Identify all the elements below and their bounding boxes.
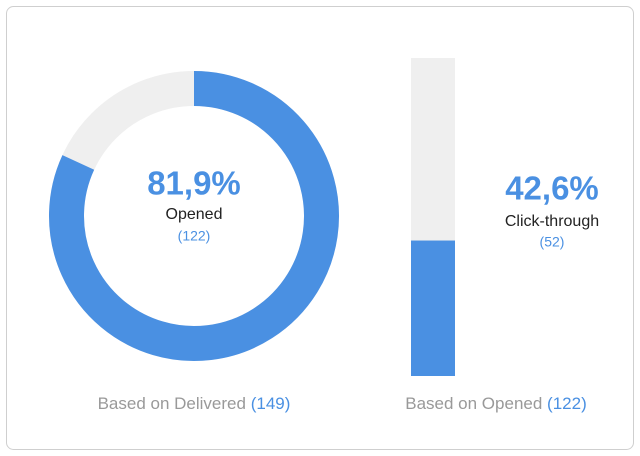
bar-value-label: 42,6% [505, 170, 599, 207]
basis-text: Based on Delivered [98, 394, 246, 413]
bar-basis: Based on Opened (122) [405, 394, 586, 413]
donut-arc [49, 71, 339, 361]
basis-count: (122) [547, 394, 587, 413]
donut-label: Opened [166, 206, 223, 223]
bar [411, 240, 455, 376]
donut-basis: Based on Delivered (149) [98, 394, 291, 413]
bar-label: Click-through [505, 213, 599, 230]
bar-count: (52) [540, 234, 565, 250]
donut-count: (122) [178, 228, 211, 244]
basis-text: Based on Opened [405, 394, 542, 413]
donut-value-label: 81,9% [147, 165, 241, 202]
basis-count: (149) [251, 394, 291, 413]
